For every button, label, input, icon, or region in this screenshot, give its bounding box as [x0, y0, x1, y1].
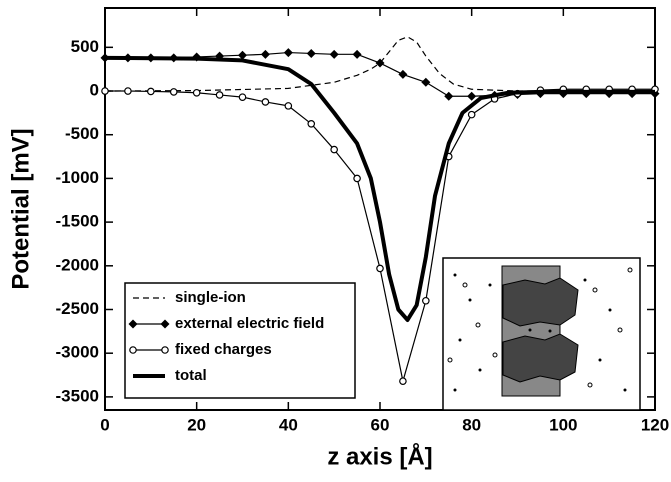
- marker: [101, 87, 109, 95]
- marker: [161, 346, 169, 354]
- series-line: [104, 55, 655, 322]
- x-tick-label: 80: [462, 415, 481, 434]
- y-tick-label: -500: [65, 124, 99, 143]
- y-tick-label: 0: [90, 81, 99, 100]
- marker: [261, 98, 270, 106]
- marker: [129, 346, 137, 354]
- marker: [128, 319, 138, 329]
- legend-box: [124, 282, 356, 399]
- marker: [329, 49, 339, 59]
- inset-ions: [453, 273, 627, 392]
- x-tick-label: 100: [549, 415, 577, 434]
- marker: [399, 377, 407, 385]
- marker: [375, 58, 385, 68]
- series-line: [104, 36, 655, 92]
- legend-label: external electric field: [175, 315, 324, 332]
- marker: [238, 93, 247, 101]
- x-tick-label: 40: [279, 415, 298, 434]
- marker: [307, 119, 316, 128]
- marker: [398, 69, 408, 79]
- legend-label: total: [175, 367, 207, 384]
- x-tick-label: 20: [187, 415, 206, 434]
- marker: [284, 102, 293, 110]
- marker: [306, 48, 316, 58]
- x-tick-label: 120: [641, 415, 669, 434]
- y-tick-label: 500: [71, 37, 99, 56]
- inset-protein-bottom: [502, 333, 579, 383]
- marker: [444, 91, 454, 101]
- y-tick-label: -3000: [56, 343, 99, 362]
- inset: [442, 257, 641, 411]
- inset-protein-top: [502, 277, 579, 327]
- marker: [353, 174, 361, 183]
- legend-label: single-ion: [175, 289, 246, 306]
- marker: [169, 88, 178, 96]
- marker: [376, 264, 384, 273]
- marker: [352, 49, 362, 59]
- marker: [124, 87, 132, 95]
- y-tick-label: -1500: [56, 212, 99, 231]
- legend-label: fixed charges: [175, 341, 272, 358]
- marker: [238, 50, 247, 60]
- marker: [422, 296, 430, 305]
- marker: [260, 49, 270, 59]
- marker: [330, 145, 338, 154]
- x-tick-label: 0: [100, 415, 109, 434]
- y-tick-label: -2000: [56, 255, 99, 274]
- marker: [192, 88, 201, 97]
- marker: [147, 87, 155, 96]
- inset-ions-open: [447, 267, 633, 388]
- marker: [160, 319, 170, 329]
- marker: [215, 91, 224, 99]
- x-tick-label: 60: [371, 415, 390, 434]
- marker: [421, 77, 431, 87]
- marker: [467, 91, 477, 101]
- marker: [283, 48, 293, 58]
- y-tick-label: -1000: [56, 168, 99, 187]
- y-tick-label: -2500: [56, 299, 99, 318]
- y-axis-label: Potential [mV]: [7, 128, 34, 289]
- marker: [467, 110, 476, 119]
- x-axis-label: z axis [Å]: [327, 442, 432, 470]
- y-tick-label: -3500: [56, 386, 99, 405]
